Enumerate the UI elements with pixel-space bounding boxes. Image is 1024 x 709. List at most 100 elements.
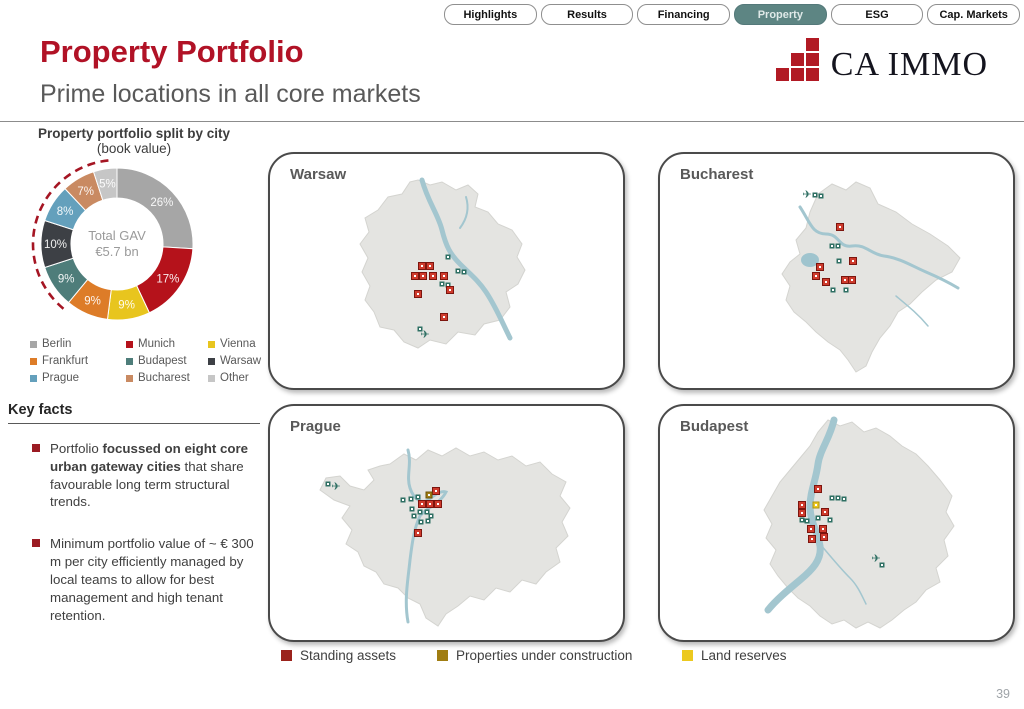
landmark-icon-dot [447, 284, 449, 286]
landmark-icon-dot [411, 508, 413, 510]
landmark-icon-dot [837, 245, 839, 247]
landmark-icon-dot [831, 497, 833, 499]
donut-legend-item-prague: Prague [30, 372, 126, 384]
bucharest-stream [895, 295, 929, 327]
standing-asset-marker-dot [801, 512, 803, 514]
standing-asset-marker-dot [819, 266, 821, 268]
landmark-icon-dot [327, 483, 329, 485]
donut-segment-other [92, 167, 118, 201]
tab-cap-markets[interactable]: Cap. Markets [927, 4, 1021, 25]
legend-label: Land reserves [701, 648, 787, 663]
legend-label: Standing assets [300, 648, 397, 663]
legend-label: Munich [138, 338, 176, 350]
donut-legend-item-frankfurt: Frankfurt [30, 355, 126, 367]
landmark-icon-dot [463, 271, 465, 273]
portfolio-split-section: Property portfolio split by city (book v… [8, 126, 262, 384]
standing-asset-marker-dot [823, 536, 825, 538]
standing-asset-marker-dot [852, 260, 854, 262]
landmark-icon-dot [413, 515, 415, 517]
landmark-icon-dot [417, 496, 419, 498]
landmark-icon-dot [801, 519, 803, 521]
key-fact-text: Portfolio [50, 441, 103, 456]
bullet-square-icon [32, 539, 40, 548]
page-title: Property Portfolio [40, 34, 304, 69]
landmark-icon-dot [817, 517, 819, 519]
donut-legend-item-berlin: Berlin [30, 338, 126, 350]
key-fact-text: that share favourable long term structur… [50, 458, 244, 510]
landmark-icon-dot [837, 497, 839, 499]
cee-highlight-dashed-arc [31, 158, 114, 310]
donut-percent-label: 8% [57, 206, 74, 218]
warsaw-river [419, 177, 513, 341]
donut-percent-label: 9% [118, 300, 135, 312]
bullet-square-icon [32, 444, 40, 452]
key-fact-item: Portfolio focussed on eight core urban g… [8, 440, 258, 511]
landmark-icon-dot [832, 289, 834, 291]
landmark-icon-dot [447, 256, 449, 258]
standing-asset-marker-dot [811, 538, 813, 540]
standing-assets-swatch-icon [281, 650, 292, 661]
legend-label: Prague [42, 372, 80, 384]
standing-asset-marker-dot [417, 532, 419, 534]
logo-wordmark: CA IMMO [830, 45, 988, 83]
map-panel-prague: Prague ✈ [268, 404, 625, 642]
standing-asset-marker-dot [414, 275, 416, 277]
standing-asset-marker-dot [449, 289, 451, 291]
land-reserves-swatch-icon [682, 650, 693, 661]
standing-asset-marker-dot [421, 265, 423, 267]
tab-results[interactable]: Results [540, 4, 634, 25]
landmark-icon-dot [402, 499, 404, 501]
landmark-icon-dot [820, 195, 822, 197]
tab-highlights[interactable]: Highlights [444, 4, 537, 25]
legend-swatch-icon [208, 340, 215, 348]
donut-percent-label: 17% [156, 274, 179, 286]
landmark-icon-dot [410, 498, 412, 500]
map-panel-budapest: Budapest ✈ [658, 404, 1015, 642]
standing-asset-marker-dot [429, 503, 431, 505]
map-title: Prague [290, 418, 341, 435]
landmark-icon-dot [814, 194, 816, 196]
tab-property[interactable]: Property [734, 4, 827, 25]
legend-label: Berlin [42, 338, 72, 350]
map-title: Budapest [680, 418, 749, 435]
prague-city-outline [319, 447, 571, 627]
budapest-stream [819, 543, 867, 605]
standing-asset-marker-dot [801, 504, 803, 506]
donut-chart-subtitle: (book value) [96, 141, 172, 156]
legend-land-reserves: Land reserves [682, 648, 787, 663]
bucharest-lake [801, 253, 819, 267]
standing-asset-marker-dot [417, 293, 419, 295]
landmark-icon-dot [430, 515, 432, 517]
key-facts-section: Key facts Portfolio focussed on eight co… [8, 402, 260, 648]
standing-asset-marker-dot [815, 275, 817, 277]
standing-asset-marker-dot [435, 490, 437, 492]
standing-asset-marker-dot [817, 488, 819, 490]
legend-label: Properties under construction [456, 648, 633, 663]
donut-legend-item-other: Other [208, 372, 282, 384]
standing-asset-marker-dot [822, 528, 824, 530]
key-facts-divider [8, 423, 260, 424]
donut-percent-label: 7% [77, 186, 94, 198]
landmark-icon-dot [838, 260, 840, 262]
legend-swatch-icon [208, 374, 215, 382]
legend-swatch-icon [126, 340, 133, 348]
legend-label: Vienna [220, 338, 256, 350]
legend-swatch-icon [30, 374, 37, 382]
legend-label: Warsaw [220, 355, 262, 367]
legend-label: Budapest [138, 355, 187, 367]
landmark-icon-dot [441, 283, 443, 285]
legend-swatch-icon [30, 357, 37, 365]
prague-river [404, 448, 449, 624]
landmark-icon-dot [843, 498, 845, 500]
donut-percent-label: 5% [99, 178, 116, 190]
key-fact-text-bold: focussed on eight core urban gateway cit… [50, 441, 249, 474]
airport-icon: ✈ [331, 481, 340, 493]
tab-financing[interactable]: Financing [637, 4, 731, 25]
landmark-icon-dot [419, 511, 421, 513]
key-facts-heading: Key facts [8, 402, 73, 418]
legend-swatch-icon [30, 340, 37, 348]
budapest-city-outline [763, 419, 955, 629]
tab-esg[interactable]: ESG [830, 4, 924, 25]
landmark-icon-dot [829, 519, 831, 521]
ca-immo-logo: CA IMMO [775, 38, 988, 83]
